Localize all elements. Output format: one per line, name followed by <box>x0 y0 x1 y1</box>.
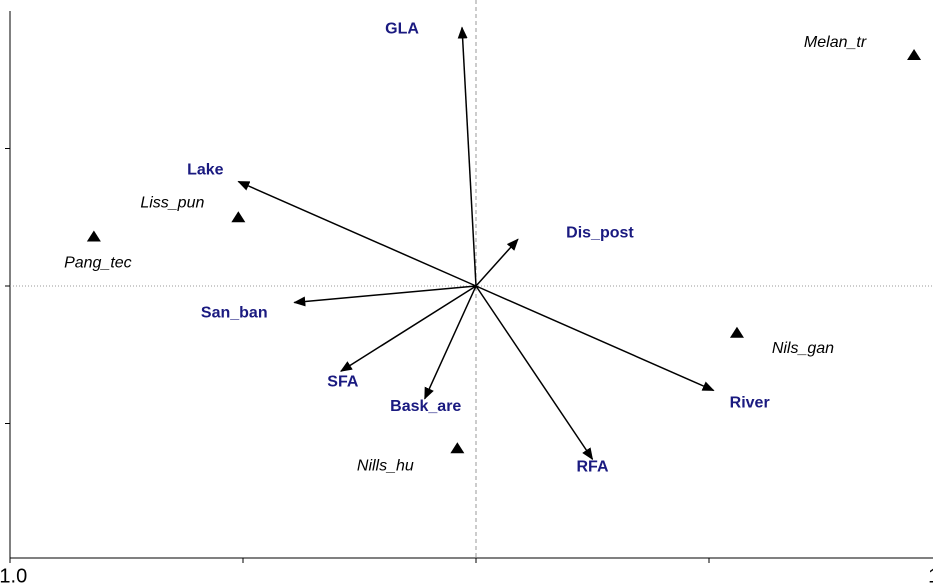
arrow-label: Dis_post <box>566 224 634 241</box>
x-tick-label: 1.0 <box>928 565 933 585</box>
arrow-label: Bask_are <box>390 398 461 415</box>
point-label: Nils_gan <box>772 340 834 357</box>
arrow-label: Lake <box>187 162 224 179</box>
point-label: Pang_tec <box>64 255 132 272</box>
point <box>86 230 101 242</box>
arrow-label: SFA <box>327 373 359 390</box>
arrow-label: RFA <box>577 458 609 475</box>
arrow-label: River <box>730 395 770 412</box>
arrow <box>293 285 477 307</box>
point <box>231 211 246 223</box>
arrow <box>340 285 477 372</box>
point-label: Nills_hu <box>357 457 414 474</box>
point-label: Liss_pun <box>140 194 204 211</box>
arrow-label: GLA <box>385 21 419 38</box>
arrow <box>475 285 594 461</box>
arrow <box>457 26 477 287</box>
arrow <box>237 180 477 287</box>
point-label: Melan_tr <box>804 34 867 51</box>
point <box>729 326 744 338</box>
x-tick-label: -1.0 <box>0 565 27 585</box>
arrow <box>475 285 715 392</box>
arrow <box>475 238 519 287</box>
point <box>907 49 922 60</box>
arrow-label: San_ban <box>201 305 268 322</box>
arrow <box>424 285 477 400</box>
point <box>450 442 465 454</box>
